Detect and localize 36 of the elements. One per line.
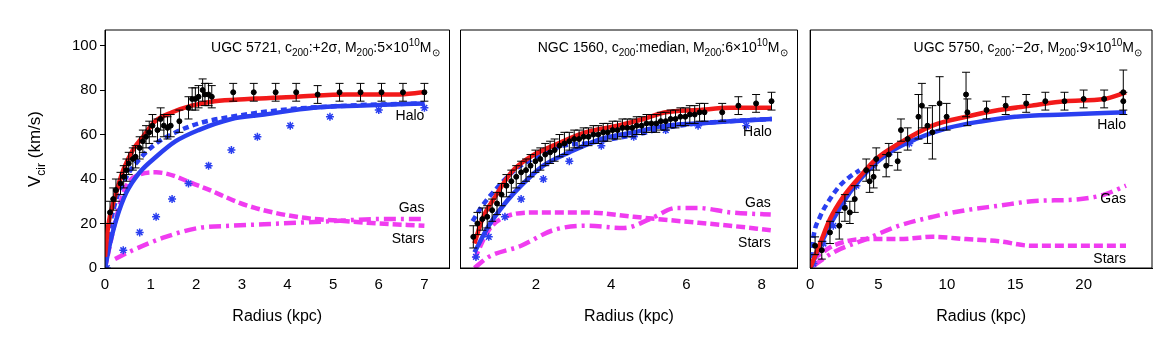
series-label: Gas xyxy=(398,198,425,215)
x-tick-label: 6 xyxy=(682,275,691,293)
series-label: Halo xyxy=(395,107,425,124)
x-tick-label: 2 xyxy=(531,275,540,293)
y-tick-label: 100 xyxy=(71,35,97,53)
x-axis-title: Radius (kpc) xyxy=(232,306,323,324)
x-tick-label: 5 xyxy=(328,275,338,293)
x-tick-label: 6 xyxy=(374,275,383,293)
y-axis-title: Vcir (km/s) xyxy=(25,111,49,187)
series-label: Halo xyxy=(1097,116,1127,133)
series-label: Stars xyxy=(738,234,771,251)
x-tick-label: 4 xyxy=(606,275,616,293)
x-tick-label: 5 xyxy=(874,275,883,293)
y-tick-label: 20 xyxy=(80,213,97,231)
x-tick-label: 2 xyxy=(192,275,201,293)
x-tick-label: 10 xyxy=(938,275,956,293)
x-tick-label: 4 xyxy=(283,275,292,293)
series-label: Stars xyxy=(1093,249,1127,266)
x-axis-title: Radius (kpc) xyxy=(936,306,1026,324)
x-tick-label: 7 xyxy=(420,275,429,293)
x-tick-label: 20 xyxy=(1075,275,1092,293)
y-tick-label: 80 xyxy=(80,80,97,98)
y-tick-label: 0 xyxy=(88,258,97,276)
x-axis-title: Radius (kpc) xyxy=(584,306,674,324)
x-tick-label: 0 xyxy=(100,275,110,293)
x-tick-label: 1 xyxy=(146,275,155,293)
x-tick-label: 0 xyxy=(806,275,815,293)
x-tick-label: 8 xyxy=(757,275,766,293)
series-label: Gas xyxy=(745,194,771,211)
x-tick-label: 3 xyxy=(237,275,247,293)
y-tick-label: 40 xyxy=(80,169,97,187)
x-tick-label: 15 xyxy=(1006,275,1024,293)
y-tick-label: 60 xyxy=(80,124,97,142)
series-label: Gas xyxy=(1100,189,1127,206)
series-label: Halo xyxy=(743,122,773,139)
series-label: Stars xyxy=(391,229,425,246)
